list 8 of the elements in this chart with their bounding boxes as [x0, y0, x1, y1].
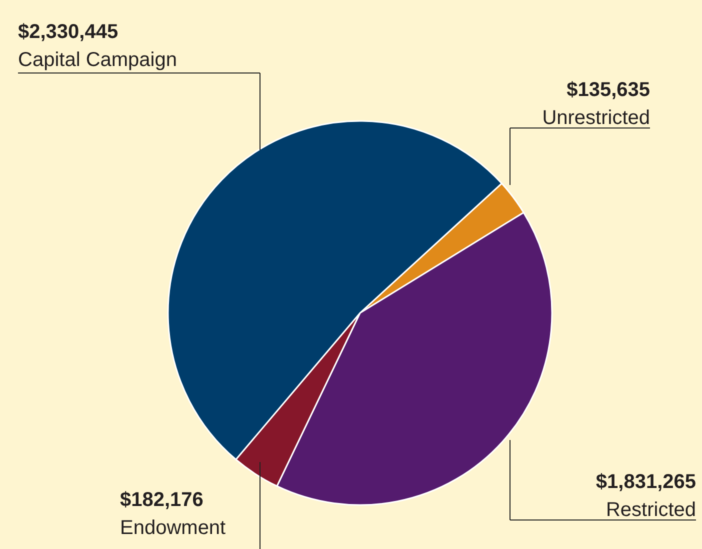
- slice-label: Unrestricted: [542, 107, 650, 129]
- slice-label: Restricted: [606, 499, 696, 521]
- slice-label: Capital Campaign: [18, 49, 177, 71]
- data-label: $182,176: [120, 489, 204, 511]
- data-label: $135,635: [566, 79, 650, 101]
- data-label: $1,831,265: [596, 471, 696, 493]
- data-label: $2,330,445: [18, 21, 118, 43]
- slice-label: Endowment: [120, 517, 226, 539]
